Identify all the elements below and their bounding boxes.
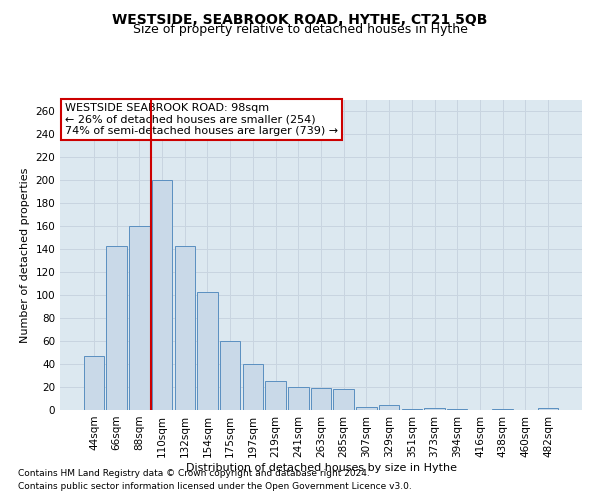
- X-axis label: Distribution of detached houses by size in Hythe: Distribution of detached houses by size …: [185, 462, 457, 472]
- Bar: [493, 409, 513, 410]
- Bar: [175, 246, 195, 410]
- Text: WESTSIDE SEABROOK ROAD: 98sqm
← 26% of detached houses are smaller (254)
74% of : WESTSIDE SEABROOK ROAD: 98sqm ← 26% of d…: [65, 103, 338, 136]
- Text: Size of property relative to detached houses in Hythe: Size of property relative to detached ho…: [133, 22, 467, 36]
- Bar: [424, 408, 445, 410]
- Bar: [334, 390, 354, 410]
- Bar: [447, 409, 467, 410]
- Bar: [265, 382, 286, 410]
- Bar: [242, 364, 263, 410]
- Bar: [356, 406, 377, 410]
- Bar: [84, 356, 104, 410]
- Y-axis label: Number of detached properties: Number of detached properties: [20, 168, 30, 342]
- Bar: [220, 341, 241, 410]
- Bar: [401, 409, 422, 410]
- Text: WESTSIDE, SEABROOK ROAD, HYTHE, CT21 5QB: WESTSIDE, SEABROOK ROAD, HYTHE, CT21 5QB: [112, 12, 488, 26]
- Bar: [538, 408, 558, 410]
- Bar: [197, 292, 218, 410]
- Text: Contains HM Land Registry data © Crown copyright and database right 2024.: Contains HM Land Registry data © Crown c…: [18, 468, 370, 477]
- Bar: [379, 406, 400, 410]
- Bar: [152, 180, 172, 410]
- Bar: [311, 388, 331, 410]
- Bar: [288, 387, 308, 410]
- Bar: [106, 246, 127, 410]
- Text: Contains public sector information licensed under the Open Government Licence v3: Contains public sector information licen…: [18, 482, 412, 491]
- Bar: [129, 226, 149, 410]
